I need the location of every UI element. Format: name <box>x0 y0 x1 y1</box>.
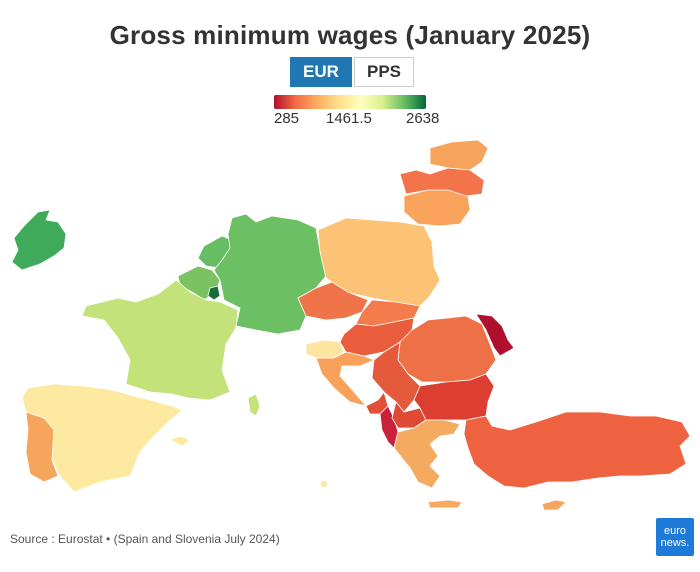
euronews-logo[interactable]: euro news. <box>656 518 694 556</box>
country-portugal[interactable] <box>25 411 59 483</box>
country-turkey[interactable] <box>463 411 691 489</box>
chart-title: Gross minimum wages (January 2025) <box>109 20 591 50</box>
country-germany[interactable] <box>213 213 327 335</box>
country-greece-crete[interactable] <box>427 499 463 509</box>
country-ireland[interactable] <box>11 209 67 271</box>
country-malta[interactable] <box>319 479 329 489</box>
legend-min-label: 285 <box>274 110 300 127</box>
eur-toggle-button[interactable]: EUR <box>290 57 352 87</box>
country-slovenia[interactable] <box>305 339 345 359</box>
country-croatia[interactable] <box>315 351 375 407</box>
legend-mid-label: 1461.5 <box>326 110 372 127</box>
logo-line-2: news. <box>660 537 690 549</box>
legend-max-label: 2638 <box>406 110 440 127</box>
country-luxembourg[interactable] <box>207 285 221 301</box>
country-latvia[interactable] <box>399 167 485 197</box>
country-greece[interactable] <box>393 419 461 489</box>
country-lithuania[interactable] <box>403 189 471 227</box>
country-czechia[interactable] <box>297 281 369 321</box>
country-estonia[interactable] <box>429 139 489 171</box>
pps-toggle-button[interactable]: PPS <box>354 57 414 87</box>
logo-line-1: euro <box>663 525 687 537</box>
country-cyprus[interactable] <box>541 499 567 511</box>
color-scale-bar <box>274 95 426 109</box>
currency-toggle: EUR PPS <box>290 57 414 87</box>
source-note: Source : Eurostat • (Spain and Slovenia … <box>10 532 280 546</box>
country-france[interactable] <box>81 279 239 401</box>
europe-map <box>11 139 691 511</box>
country-france-corsica[interactable] <box>247 393 261 417</box>
country-romania[interactable] <box>397 315 497 383</box>
country-spain-islands[interactable] <box>169 435 191 447</box>
country-moldova[interactable] <box>475 313 515 357</box>
